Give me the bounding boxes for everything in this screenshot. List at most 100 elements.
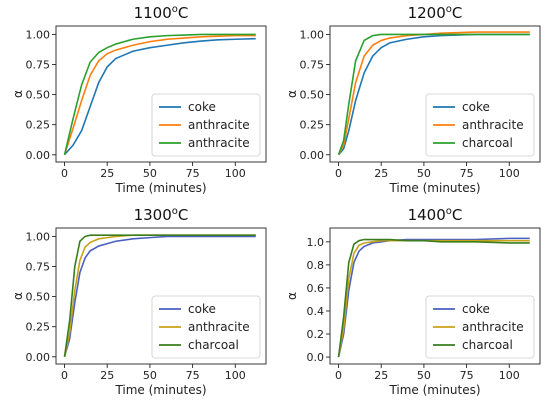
legend-label: coke xyxy=(188,302,216,316)
chart-title-superscript: o xyxy=(446,4,452,15)
x-tick-label: 100 xyxy=(225,167,246,180)
y-tick-label: 0.75 xyxy=(300,59,325,72)
y-tick-label: 0.00 xyxy=(300,149,325,162)
chart-panel-1: 1100oC 0 25 50 75 100 0.00 0.25 0.50 0.75 1.00 Time… xyxy=(11,4,267,195)
chart-title-unit: C xyxy=(178,4,188,22)
y-tick-label: 0.4 xyxy=(307,305,325,318)
legend-label: coke xyxy=(188,100,216,114)
axes-frame xyxy=(329,25,541,163)
series-line-2 xyxy=(63,34,256,156)
legend-label: anthracite xyxy=(462,118,524,132)
series-line-3 xyxy=(63,33,256,155)
chart-title-unit: C xyxy=(452,4,462,22)
x-tick-label: 75 xyxy=(186,369,200,382)
y-tick-label: 0.75 xyxy=(26,59,51,72)
x-axis-label: Time (minutes) xyxy=(114,383,206,397)
series-line-1 xyxy=(63,235,256,357)
legend-label: charcoal xyxy=(462,136,513,150)
legend-label: anthracite xyxy=(188,136,250,150)
x-tick-label: 100 xyxy=(225,369,246,382)
y-tick-label: 0.25 xyxy=(26,119,51,132)
legend-box xyxy=(425,93,535,157)
chart-title-unit: C xyxy=(452,206,462,224)
chart-title: 1400oC xyxy=(408,206,463,224)
chart-title: 1100oC xyxy=(134,4,189,22)
legend-box xyxy=(151,93,261,157)
y-tick-label: 0.50 xyxy=(26,89,51,102)
chart-panel-4: 1400oC 0 25 50 75 100 0.0 0.2 0.4 0.6 0.8 1.0 Time (… xyxy=(285,206,541,397)
chart-title-number: 1100 xyxy=(134,4,172,22)
y-tick-label: 0.50 xyxy=(300,89,325,102)
y-tick-label: 0.00 xyxy=(26,149,51,162)
y-tick-label: 0.25 xyxy=(26,321,51,334)
y-tick-label: 0.6 xyxy=(307,282,325,295)
y-tick-label: 1.00 xyxy=(26,28,51,41)
y-tick-label: 0.75 xyxy=(26,261,51,274)
x-tick-label: 75 xyxy=(460,167,474,180)
legend: coke anthracite anthracite xyxy=(151,93,261,157)
x-tick-label: 0 xyxy=(61,369,68,382)
series-line-2 xyxy=(337,239,530,358)
x-tick-label: 75 xyxy=(460,369,474,382)
y-tick-label: 1.0 xyxy=(307,236,325,249)
x-tick-label: 25 xyxy=(100,369,114,382)
legend-label: charcoal xyxy=(188,338,239,352)
chart-title-superscript: o xyxy=(446,206,452,217)
legend-box xyxy=(425,295,535,359)
y-axis-label: α xyxy=(285,90,299,98)
legend: coke anthracite charcoal xyxy=(151,295,261,359)
series-line-3 xyxy=(337,238,530,358)
y-tick-label: 0.00 xyxy=(26,351,51,364)
chart-title-unit: C xyxy=(178,206,188,224)
legend-label: charcoal xyxy=(462,338,513,352)
chart-title-number: 1400 xyxy=(408,206,446,224)
series-line-3 xyxy=(337,33,530,156)
legend-label: anthracite xyxy=(462,320,524,334)
series-line-1 xyxy=(337,237,530,358)
legend: coke anthracite charcoal xyxy=(425,295,535,359)
legend: coke anthracite charcoal xyxy=(425,93,535,157)
y-tick-label: 1.00 xyxy=(26,230,51,243)
chart-title: 1300oC xyxy=(134,206,189,224)
x-tick-label: 50 xyxy=(143,369,157,382)
x-tick-label: 75 xyxy=(186,167,200,180)
x-tick-label: 100 xyxy=(499,167,520,180)
y-axis-label: α xyxy=(11,292,25,300)
legend-label: anthracite xyxy=(188,118,250,132)
chart-title-number: 1300 xyxy=(134,206,172,224)
chart-title: 1200oC xyxy=(408,4,463,22)
x-tick-label: 25 xyxy=(374,369,388,382)
legend-label: coke xyxy=(462,100,490,114)
series-line-2 xyxy=(337,31,530,156)
axes-frame xyxy=(55,25,267,163)
y-axis-label: α xyxy=(285,292,299,300)
series-line-1 xyxy=(63,37,256,156)
y-tick-label: 0.0 xyxy=(307,351,325,364)
x-axis-label: Time (minutes) xyxy=(114,181,206,195)
y-axis-label: α xyxy=(11,90,25,98)
x-tick-label: 50 xyxy=(143,167,157,180)
x-tick-label: 50 xyxy=(417,167,431,180)
axes-frame xyxy=(329,227,541,365)
x-tick-label: 0 xyxy=(335,167,342,180)
y-tick-label: 1.00 xyxy=(300,28,325,41)
y-tick-label: 0.50 xyxy=(26,291,51,304)
chart-title-number: 1200 xyxy=(408,4,446,22)
x-tick-label: 25 xyxy=(374,167,388,180)
series-line-3 xyxy=(63,234,256,357)
axes-frame xyxy=(55,227,267,365)
x-tick-label: 100 xyxy=(499,369,520,382)
x-tick-label: 0 xyxy=(335,369,342,382)
x-tick-label: 50 xyxy=(417,369,431,382)
legend-label: coke xyxy=(462,302,490,316)
legend-label: anthracite xyxy=(188,320,250,334)
chart-title-superscript: o xyxy=(172,4,178,15)
y-tick-label: 0.2 xyxy=(307,328,325,341)
chart-title-superscript: o xyxy=(172,206,178,217)
x-tick-label: 25 xyxy=(100,167,114,180)
x-tick-label: 0 xyxy=(61,167,68,180)
x-axis-label: Time (minutes) xyxy=(388,181,480,195)
chart-panel-3: 1300oC 0 25 50 75 100 0.00 0.25 0.50 0.75 1.00 Time… xyxy=(11,206,267,397)
x-axis-label: Time (minutes) xyxy=(388,383,480,397)
